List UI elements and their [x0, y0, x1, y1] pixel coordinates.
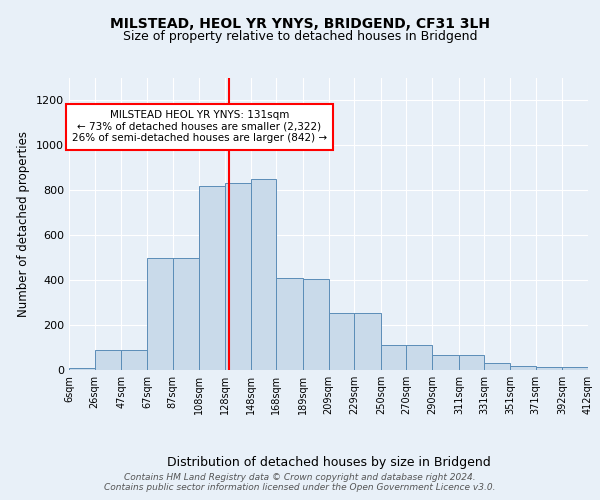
- Bar: [329, 312, 354, 370]
- Bar: [173, 258, 199, 370]
- Text: MILSTEAD, HEOL YR YNYS, BRIDGEND, CF31 3LH: MILSTEAD, HEOL YR YNYS, BRIDGEND, CF31 3…: [110, 18, 490, 32]
- Bar: [432, 356, 459, 370]
- Text: Size of property relative to detached houses in Bridgend: Size of property relative to detached ho…: [123, 30, 477, 43]
- Bar: [251, 179, 276, 370]
- Bar: [354, 312, 381, 370]
- Bar: [147, 258, 173, 370]
- Bar: [199, 186, 225, 370]
- Bar: [276, 278, 303, 370]
- Bar: [588, 368, 600, 370]
- Bar: [536, 366, 562, 370]
- Bar: [406, 345, 432, 370]
- Bar: [381, 345, 406, 370]
- Text: MILSTEAD HEOL YR YNYS: 131sqm
← 73% of detached houses are smaller (2,322)
26% o: MILSTEAD HEOL YR YNYS: 131sqm ← 73% of d…: [72, 110, 327, 144]
- Bar: [95, 350, 121, 370]
- Bar: [303, 279, 329, 370]
- Text: Contains HM Land Registry data © Crown copyright and database right 2024.
Contai: Contains HM Land Registry data © Crown c…: [104, 473, 496, 492]
- Bar: [562, 366, 588, 370]
- Bar: [510, 366, 536, 370]
- Bar: [225, 183, 251, 370]
- Bar: [484, 363, 510, 370]
- Bar: [69, 368, 95, 370]
- Bar: [459, 356, 484, 370]
- Bar: [121, 350, 147, 370]
- X-axis label: Distribution of detached houses by size in Bridgend: Distribution of detached houses by size …: [167, 456, 490, 469]
- Y-axis label: Number of detached properties: Number of detached properties: [17, 130, 31, 317]
